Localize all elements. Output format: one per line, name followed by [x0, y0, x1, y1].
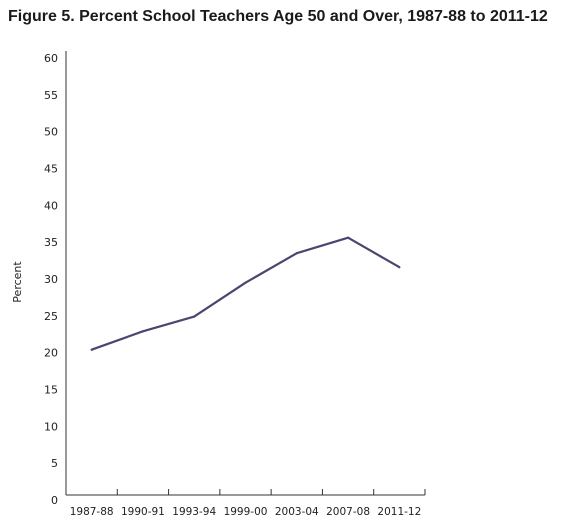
- x-tick-label: 2011-12: [377, 506, 421, 518]
- x-tick-label: 2007-08: [326, 506, 370, 518]
- x-tick-label: 1999-00: [224, 506, 268, 518]
- y-tick-label: 10: [44, 420, 58, 433]
- y-tick-label: 5: [51, 457, 58, 470]
- y-tick-label: 55: [44, 89, 58, 102]
- x-tick-label: 1993-94: [172, 506, 216, 518]
- data-point: [141, 330, 145, 333]
- y-tick-label: 45: [44, 163, 58, 176]
- data-point: [193, 315, 196, 318]
- y-tick-label: 60: [44, 52, 58, 65]
- x-tick-label: 1990-91: [121, 506, 165, 518]
- series-line: [91, 236, 400, 351]
- data-point: [346, 236, 350, 239]
- x-tick-label: 1987-88: [70, 506, 114, 518]
- axes: 0 5 10 15 20 25 30 35 40 45 50 55 60 1987-88 1990-91 19…: [44, 51, 426, 518]
- data-point: [398, 266, 401, 269]
- y-tick-label: 40: [44, 199, 58, 212]
- data-point: [90, 348, 93, 351]
- y-tick-label: 25: [44, 310, 58, 323]
- y-tick-label: 30: [44, 273, 58, 286]
- y-tick-label: 50: [44, 126, 58, 139]
- y-tick-label: 0: [51, 494, 58, 507]
- y-tick-label: 20: [44, 347, 58, 360]
- y-axis-label: Percent: [11, 261, 24, 303]
- series-layer: [90, 236, 401, 351]
- data-point: [295, 252, 298, 255]
- y-tick-label: 15: [44, 384, 58, 397]
- data-point: [244, 281, 247, 284]
- chart-title: Figure 5. Percent School Teachers Age 50…: [8, 8, 548, 25]
- y-tick-label: 35: [44, 236, 58, 249]
- x-tick-label: 2003-04: [275, 506, 319, 518]
